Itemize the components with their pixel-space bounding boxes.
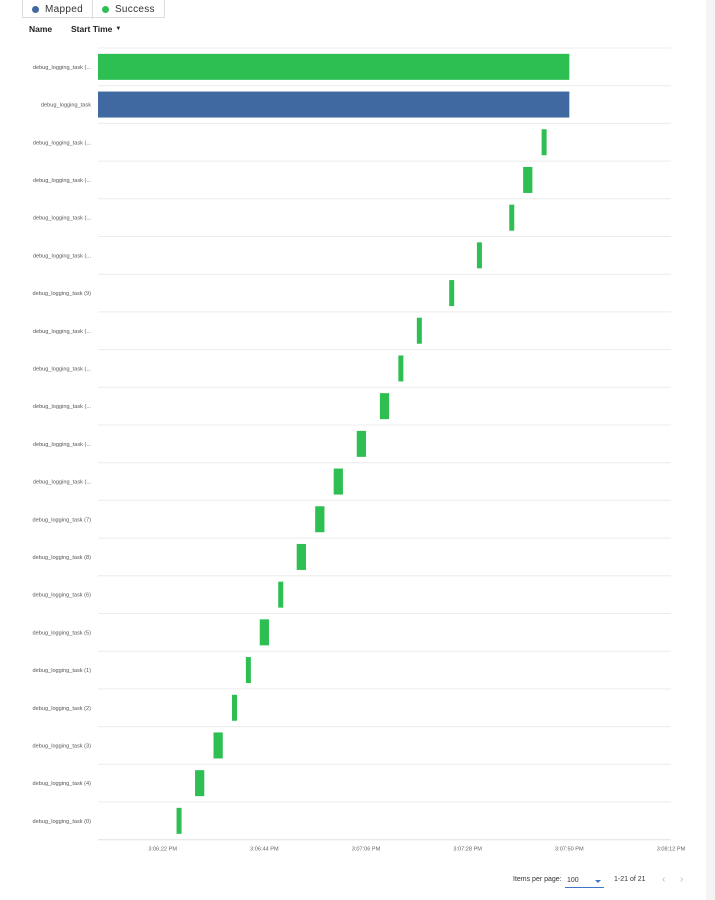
- name-column-header[interactable]: Name: [29, 24, 52, 34]
- row-label: debug_logging_task (...: [33, 140, 92, 146]
- row-label: debug_logging_task (...: [33, 404, 92, 410]
- start-time-column-header[interactable]: Start Time ▼: [71, 24, 121, 34]
- task-bar: [476, 242, 482, 269]
- task-bar: [176, 807, 182, 834]
- x-tick-label: 3:07:06 PM: [352, 847, 381, 853]
- task-bar: [98, 53, 570, 80]
- legend-label-mapped: Mapped: [45, 3, 83, 15]
- chevron-right-icon[interactable]: ›: [680, 874, 684, 885]
- x-tick-label: 3:06:22 PM: [148, 847, 177, 853]
- task-bar: [245, 657, 251, 684]
- items-per-page-label: Items per page:: [513, 876, 562, 883]
- chevron-left-icon[interactable]: ‹: [662, 874, 666, 885]
- task-bar: [213, 732, 223, 759]
- task-bar: [278, 581, 284, 608]
- legend-label-success: Success: [114, 3, 155, 15]
- legend-item-mapped[interactable]: Mapped: [23, 0, 92, 19]
- row-label: debug_logging_task (...: [33, 480, 92, 486]
- x-tick-label: 3:07:50 PM: [555, 847, 584, 853]
- task-bar: [416, 317, 422, 344]
- task-bar: [333, 468, 343, 495]
- sort-down-icon: ▼: [115, 26, 122, 32]
- legend-item-success[interactable]: Success: [91, 0, 164, 19]
- name-column-label: Name: [29, 24, 53, 34]
- row-label: debug_logging_task (4): [33, 781, 92, 787]
- row-label: debug_logging_task (5): [33, 630, 92, 636]
- row-label: debug_logging_task (0): [33, 819, 92, 825]
- row-label: debug_logging_task (...: [33, 366, 92, 372]
- task-bar: [449, 280, 455, 307]
- state-legend: Mapped Success: [22, 0, 165, 19]
- gantt-chart: debug_logging_task (... debug_logging_tas…: [33, 47, 686, 853]
- task-bar: [541, 129, 547, 156]
- x-tick-label: 3:06:44 PM: [250, 847, 279, 853]
- task-bar: [232, 694, 238, 721]
- row-label: debug_logging_task (...: [33, 442, 92, 448]
- success-dot-icon: [101, 5, 109, 13]
- row-label: debug_logging_task (...: [33, 216, 92, 222]
- task-bar: [398, 355, 404, 382]
- row-label: debug_logging_task (9): [33, 291, 92, 297]
- row-label: debug_logging_task (...: [33, 329, 92, 335]
- task-bar: [356, 430, 367, 457]
- row-label: debug_logging_task (...: [33, 178, 92, 184]
- page-range: 1-21 of 21: [614, 876, 646, 883]
- start-time-column-label: Start Time: [71, 24, 113, 34]
- task-bar: [98, 91, 570, 118]
- row-label: debug_logging_task (...: [33, 253, 92, 259]
- x-tick-label: 3:08:12 PM: [657, 847, 686, 853]
- task-bar: [259, 619, 269, 646]
- row-label: debug_logging_task: [41, 103, 91, 109]
- mapped-dot-icon: [32, 5, 39, 13]
- dropdown-arrow-icon: [595, 880, 601, 883]
- task-bar: [195, 770, 205, 797]
- row-label: debug_logging_task (3): [33, 743, 92, 749]
- task-bar: [379, 393, 390, 420]
- task-bar: [296, 543, 306, 570]
- row-label: debug_logging_task (8): [33, 555, 92, 561]
- row-label: debug_logging_task (1): [33, 668, 92, 674]
- task-bar: [315, 506, 325, 533]
- row-label: debug_logging_task (6): [33, 593, 92, 599]
- task-bar: [509, 204, 515, 231]
- items-per-page-select[interactable]: 100: [565, 873, 604, 888]
- row-label: debug_logging_task (2): [33, 706, 92, 712]
- row-label: debug_logging_task (...: [33, 65, 92, 71]
- row-label: debug_logging_task (7): [33, 517, 92, 523]
- x-tick-label: 3:07:28 PM: [453, 847, 482, 853]
- items-per-page-value: 100: [567, 877, 579, 884]
- task-bar: [523, 166, 533, 193]
